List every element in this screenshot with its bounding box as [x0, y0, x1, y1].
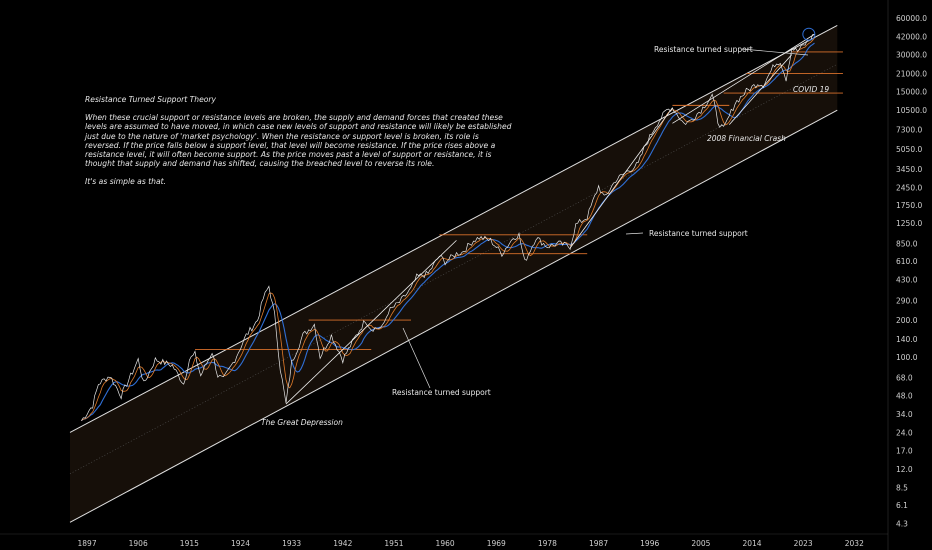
- x-tick-label-1987: 1987: [589, 539, 608, 548]
- note-body: When these crucial support or resistance…: [85, 113, 512, 169]
- trend-line-2: [672, 33, 815, 124]
- x-tick-label-2032: 2032: [845, 539, 864, 548]
- trend-line-1: [569, 107, 673, 249]
- x-tick-label-1897: 1897: [78, 539, 97, 548]
- theory-note: Resistance Turned Support Theory When th…: [85, 95, 515, 196]
- y-tick-label: 60000.0: [896, 14, 927, 23]
- note-closing: It's as simple as that.: [85, 177, 167, 187]
- annotation-arrow-0: [741, 48, 809, 56]
- x-axis: 1897 1906 1915 1924 1933 1942 1951 1960 1969 1978…: [0, 533, 888, 548]
- x-tick-label-1978: 1978: [538, 539, 557, 548]
- y-tick-label: 24.0: [896, 428, 913, 437]
- y-tick-label: 430.0: [896, 276, 918, 285]
- x-tick-label-1969: 1969: [487, 539, 506, 548]
- x-tick-label-1906: 1906: [129, 539, 148, 548]
- annotation-arrow-1: [625, 232, 644, 235]
- moving-average-slow: [81, 42, 815, 422]
- y-tick-label: 21000.0: [896, 69, 927, 78]
- y-tick-label: 8.5: [896, 483, 908, 492]
- y-tick-label: 17.0: [896, 447, 913, 456]
- y-tick-label: 15000.0: [896, 87, 927, 96]
- moving-average-fast: [81, 37, 815, 422]
- annotation-great-depression: The Great Depression: [261, 418, 343, 427]
- y-tick-label: 1250.0: [896, 219, 922, 228]
- y-tick-label: 290.0: [896, 296, 918, 305]
- y-tick-label: 100.0: [896, 353, 918, 362]
- price-series: [81, 33, 815, 422]
- y-tick-label: 7300.0: [896, 125, 922, 134]
- y-tick-label: 5050.0: [896, 145, 922, 154]
- y-tick-label: 200.0: [896, 316, 918, 325]
- y-tick-label: 12.0: [896, 465, 913, 474]
- channel-fill: [70, 25, 838, 523]
- x-tick-label-1942: 1942: [333, 539, 352, 548]
- annotation-resistance-turned-support-low: Resistance turned support: [392, 388, 491, 397]
- x-tick-label-2005: 2005: [691, 539, 710, 548]
- note-title: Resistance Turned Support Theory: [85, 95, 217, 104]
- x-tick-label-2014: 2014: [742, 539, 761, 548]
- annotation-arrow-2: [402, 327, 431, 389]
- y-tick-label: 3450.0: [896, 165, 922, 174]
- trend-line-3: [728, 54, 793, 125]
- support-resistance-levels: [195, 51, 843, 350]
- y-tick-label: 4.3: [896, 520, 908, 529]
- annotation-2008-financial-crash: 2008 Financial Crash: [707, 134, 786, 143]
- y-tick-label: 140.0: [896, 335, 918, 344]
- y-axis: 60000.0 42000.0 30000.0 21000.0 15000.0 10500…: [887, 0, 927, 550]
- trend-line-0: [285, 240, 457, 405]
- y-tick-label: 6.1: [896, 501, 908, 510]
- annotation-resistance-turned-support-mid: Resistance turned support: [649, 229, 748, 238]
- x-tick-label-1915: 1915: [180, 539, 199, 548]
- x-tick-label-1960: 1960: [436, 539, 455, 548]
- y-tick-label: 850.0: [896, 239, 918, 248]
- x-tick-label-1951: 1951: [384, 539, 403, 548]
- y-tick-label: 42000.0: [896, 33, 927, 42]
- y-tick-label: 1750.0: [896, 201, 922, 210]
- x-tick-label-1996: 1996: [640, 539, 659, 548]
- latest-price-marker: [802, 27, 816, 41]
- y-tick-label: 34.0: [896, 410, 913, 419]
- trend-lines: [285, 33, 815, 405]
- annotation-resistance-turned-support-top: Resistance turned support: [654, 45, 753, 54]
- x-tick-label-1933: 1933: [282, 539, 301, 548]
- x-tick-label-1924: 1924: [231, 539, 250, 548]
- y-tick-label: 2450.0: [896, 183, 922, 192]
- channel-lower-line: [69, 109, 838, 523]
- y-tick-label: 10500.0: [896, 106, 927, 115]
- x-tick-label-2023: 2023: [794, 539, 813, 548]
- y-tick-label: 30000.0: [896, 51, 927, 60]
- y-tick-label: 610.0: [896, 257, 918, 266]
- channel-mid-line: [69, 63, 838, 475]
- y-tick-label: 68.0: [896, 373, 913, 382]
- price-line: [81, 33, 815, 421]
- annotations: Resistance turned support Resistance tur…: [261, 27, 829, 427]
- y-tick-label: 48.0: [896, 392, 913, 401]
- annotation-covid-19: COVID 19: [793, 85, 829, 94]
